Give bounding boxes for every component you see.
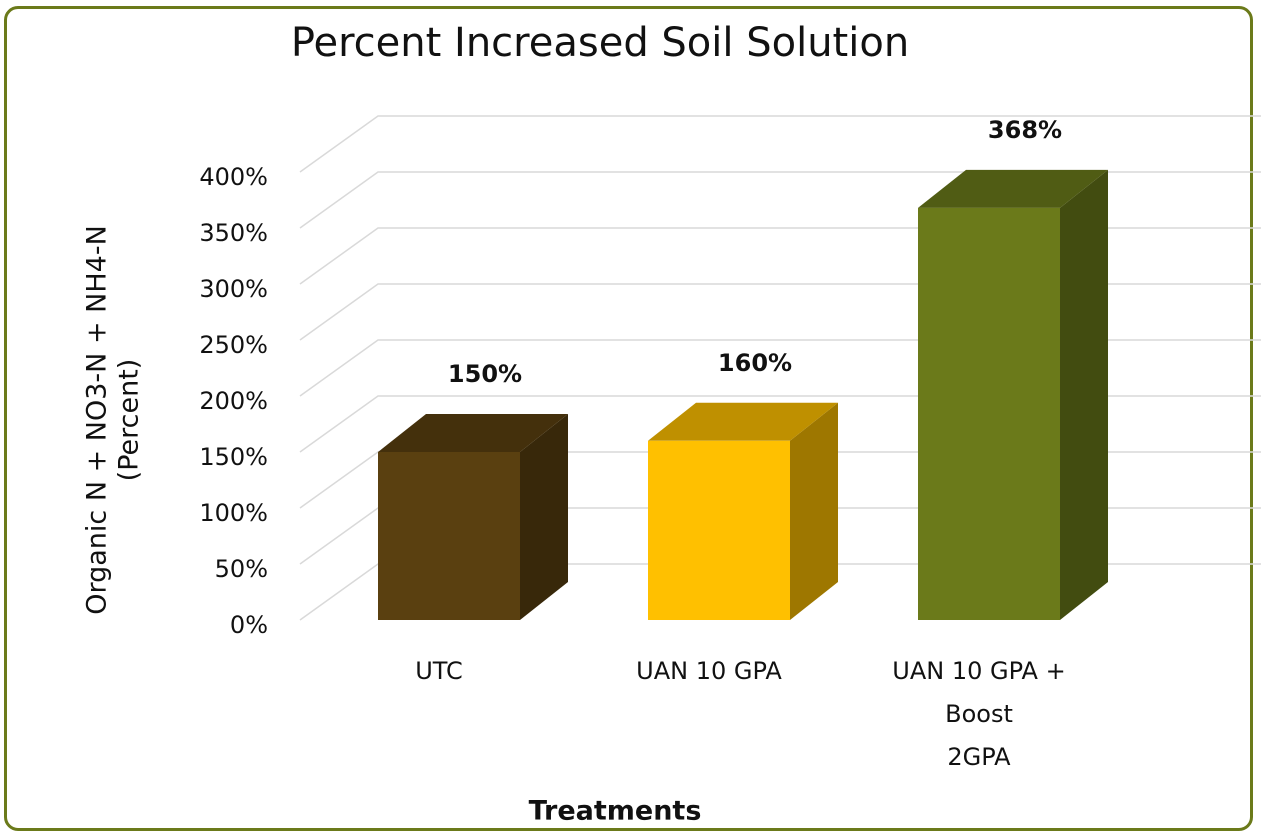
bar-top [918, 169, 1108, 208]
bar [918, 207, 1060, 620]
value-label: 150% [448, 360, 522, 388]
chart-title: Percent Increased Soil Solution [291, 20, 909, 66]
grid-line [299, 171, 1261, 229]
y-tick-label: 100% [199, 499, 268, 527]
y-tick-label: 400% [199, 163, 268, 191]
value-label: 368% [988, 116, 1062, 144]
y-tick-label: 250% [199, 331, 268, 359]
chart-frame [4, 6, 1253, 831]
y-tick-label: 0% [230, 611, 268, 639]
x-tick-label: UAN 10 GPA [636, 657, 782, 685]
bar-top [648, 402, 838, 441]
x-axis-label: Treatments [529, 796, 702, 827]
y-tick-label: 300% [199, 275, 268, 303]
bar [648, 440, 790, 620]
value-label: 160% [718, 349, 792, 377]
y-axis-label: (Percent) [114, 359, 145, 482]
y-tick-label: 350% [199, 219, 268, 247]
bar [378, 452, 520, 620]
y-tick-label: 50% [215, 555, 268, 583]
grid-line [299, 283, 1261, 341]
bar-side [1060, 169, 1108, 620]
bar-side [790, 402, 838, 620]
x-tick-label: UTC [415, 657, 463, 685]
x-tick-label: UAN 10 GPA + Boost 2GPA [892, 657, 1066, 771]
y-axis-label: Organic N + NO3-N + NH4-N [82, 225, 113, 615]
grid-line [299, 115, 1261, 173]
y-tick-label: 200% [199, 387, 268, 415]
bar-top [378, 414, 568, 452]
bar-side [520, 414, 568, 620]
y-tick-label: 150% [199, 443, 268, 471]
grid-line [299, 227, 1261, 285]
